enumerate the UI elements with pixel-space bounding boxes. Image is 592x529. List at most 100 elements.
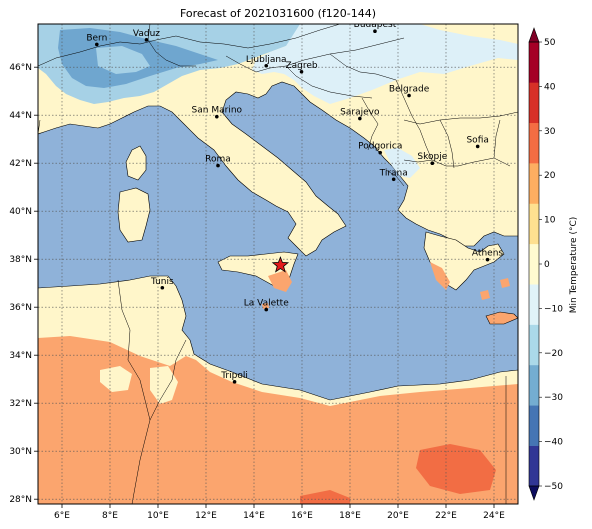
city-dot — [430, 161, 435, 165]
x-tick-label: 18°E — [339, 511, 361, 521]
colorbar-segment — [529, 445, 539, 487]
city-label: Bern — [86, 33, 107, 43]
city-dot — [378, 150, 383, 155]
colorbar-tick-label: −10 — [544, 304, 563, 314]
colorbar-tick-label: −20 — [544, 349, 563, 359]
x-tick-label: 20°E — [387, 511, 409, 521]
colorbar-segment — [529, 203, 539, 245]
country-borders — [38, 24, 518, 187]
latitude-ticks: 28°N 30°N 32°N 34°N 36°N 38°N 40°N 42°N 44°N 46°N — [9, 63, 38, 505]
city-label: Tirana — [379, 168, 408, 178]
city-label: Vaduz — [133, 29, 160, 39]
x-tick-label: 12°E — [195, 511, 217, 521]
colorbar-tick-label: 40 — [544, 82, 556, 92]
libya-hotter-zone — [416, 444, 496, 494]
colorbar-segment — [529, 82, 539, 124]
y-tick-label: 34°N — [9, 351, 32, 361]
aegean-island-b — [480, 290, 490, 300]
north-africa-cool-pocket — [100, 366, 132, 392]
city-label: Sofia — [466, 135, 488, 145]
city-dot — [264, 63, 269, 68]
colorbar-segment — [529, 122, 539, 164]
y-tick-label: 30°N — [9, 447, 32, 457]
city-dot — [144, 38, 149, 42]
colorbar-tick-label: −40 — [544, 438, 563, 448]
city-dot — [299, 69, 304, 74]
aegean-island-a — [500, 278, 510, 288]
colorbar-segment — [529, 324, 539, 366]
chart-title: Forecast of 2021031600 (f120-144) — [180, 7, 376, 20]
y-tick-label: 46°N — [9, 63, 32, 73]
colorbar-tick-label: 0 — [544, 260, 550, 270]
city-dot — [407, 93, 411, 98]
egypt-hotter-zone — [300, 490, 350, 504]
city-dot — [391, 177, 396, 182]
city-label: Tripoli — [220, 371, 248, 381]
balkan-cool-region — [252, 24, 518, 104]
city-dot — [95, 42, 99, 47]
tunisia-algeria-border — [117, 279, 151, 504]
colorbar-min-arrow — [528, 485, 540, 501]
city-dot — [373, 29, 377, 33]
x-tick-label: 6°E — [54, 511, 70, 521]
colorbar-segment — [529, 284, 539, 325]
sicily-warm-edge — [268, 270, 292, 292]
city-dot — [485, 257, 490, 262]
city-dot — [475, 144, 480, 149]
city-label: Skopje — [417, 152, 447, 162]
x-tick-label: 22°E — [435, 511, 457, 521]
city-label: Zagreb — [285, 61, 317, 71]
city-label: Sarajevo — [340, 108, 380, 118]
city-label: Ljubljana — [246, 55, 287, 65]
y-tick-label: 28°N — [9, 495, 32, 505]
city-label: Roma — [205, 155, 231, 165]
city-label: Podgorica — [358, 142, 402, 152]
city-dot — [215, 114, 219, 119]
city-label: Athens — [472, 249, 503, 259]
city-label: Belgrade — [389, 85, 430, 95]
map-frame — [37, 23, 519, 505]
city-label: San Marino — [192, 106, 243, 116]
tunisia-libya-border — [149, 339, 187, 421]
city-dot — [216, 163, 220, 168]
colorbar-tick-label: 10 — [544, 216, 556, 226]
colorbar-segment — [529, 364, 539, 406]
colorbar-tick-label: 20 — [544, 171, 556, 181]
colorbar-tick-label: 50 — [544, 38, 556, 48]
city-dot — [232, 380, 237, 384]
colorbar-tick-label: 30 — [544, 127, 556, 137]
x-tick-label: 16°E — [291, 511, 313, 521]
y-tick-label: 36°N — [9, 303, 32, 313]
y-tick-label: 42°N — [9, 159, 32, 169]
temperature-colorbar: 50 40 30 20 10 0 −10 −20 −30 −40 −50 — [528, 27, 563, 501]
city-dot — [358, 116, 362, 121]
city-dot — [264, 307, 269, 312]
event-star-marker — [271, 256, 290, 273]
city-label: Budapest — [354, 20, 397, 30]
malta-island — [262, 303, 269, 309]
colorbar-label: Min Temperature (°C) — [569, 217, 579, 314]
x-tick-label: 14°E — [243, 511, 265, 521]
city-label: Tunis — [150, 277, 174, 287]
y-tick-label: 44°N — [9, 111, 32, 121]
colorbar-segment — [529, 405, 539, 446]
city-dot — [160, 285, 165, 290]
y-tick-label: 38°N — [9, 255, 32, 265]
colorbar-segment — [529, 163, 539, 204]
longitude-ticks: 6°E 8°E 10°E 12°E 14°E 16°E 18°E 20°E 22°E 24°E — [54, 504, 505, 521]
colorbar-segment — [529, 42, 539, 83]
city-label: La Valette — [244, 299, 289, 309]
greece-warm-edge — [430, 262, 450, 290]
y-tick-label: 40°N — [9, 207, 32, 217]
x-tick-label: 10°E — [147, 511, 169, 521]
sardinia-island — [117, 187, 151, 243]
x-tick-label: 24°E — [483, 511, 505, 521]
colorbar-tick-label: −50 — [544, 482, 563, 492]
colorbar-max-arrow — [528, 27, 540, 43]
colorbar-tick-label: −30 — [544, 393, 563, 403]
y-tick-label: 32°N — [9, 399, 32, 409]
x-tick-label: 8°E — [102, 511, 118, 521]
colorbar-segment — [529, 243, 539, 285]
